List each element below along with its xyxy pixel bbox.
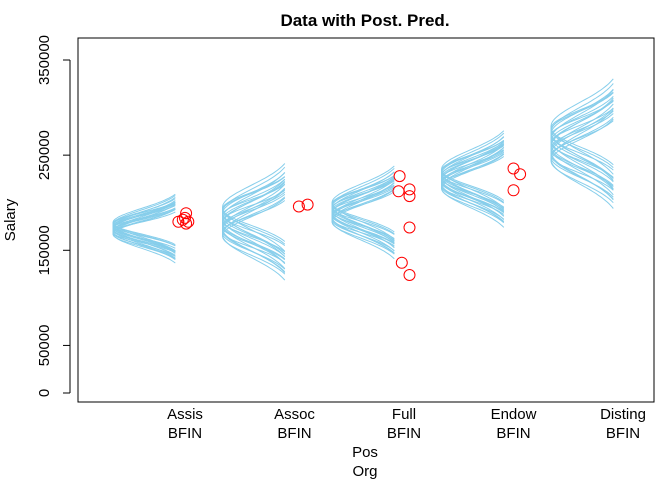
data-point: [179, 211, 191, 224]
y-tick-label: 150000: [36, 225, 53, 275]
y-tick-label: 350000: [36, 35, 53, 85]
posterior-curve: [440, 140, 505, 220]
posterior-curve: [331, 176, 395, 252]
x-tick-label: Assis: [167, 406, 203, 423]
data-point: [301, 198, 314, 211]
posterior-curve: [440, 132, 505, 213]
posterior-curve: [440, 130, 505, 209]
x-tick-label: Endow: [491, 406, 537, 423]
x-tick-label: Full: [392, 406, 416, 423]
x-tick-label-sub: BFIN: [606, 425, 640, 442]
y-axis: 0 50000 150000 250000 350000: [36, 35, 71, 397]
x-tick-label-sub: BFIN: [387, 425, 421, 442]
x-axis: Assis BFIN Assoc BFIN Full BFIN Endow BFIN Disti…: [167, 406, 646, 442]
data-point: [507, 162, 520, 175]
x-tick-label: Assoc: [274, 406, 315, 423]
data-point: [403, 190, 416, 203]
posterior-curve: [331, 165, 395, 240]
data-point: [395, 256, 408, 269]
data-point: [392, 185, 405, 198]
posterior-curve: [112, 193, 176, 252]
x-tick-label-sub: BFIN: [496, 425, 530, 442]
data-point: [514, 168, 527, 181]
x-tick-label-sub: BFIN: [168, 425, 202, 442]
chart-title: Data with Post. Pred.: [280, 11, 449, 30]
data-point: [403, 183, 416, 196]
data-point: [507, 184, 520, 197]
data-point: [176, 213, 189, 226]
plot-frame: [77, 37, 655, 403]
x-axis-label-line2: Org: [352, 463, 377, 480]
data-point: [182, 215, 195, 228]
data-point: [403, 269, 416, 281]
y-axis-label: Salary: [2, 198, 19, 241]
data-point: [180, 207, 193, 220]
data-point: [292, 200, 305, 213]
posterior-curve: [221, 163, 286, 252]
posterior-curve: [331, 168, 395, 244]
data-point: [403, 221, 416, 234]
data-point: [393, 170, 406, 183]
x-tick-label-sub: BFIN: [277, 425, 311, 442]
posterior-predictive-curves: [112, 78, 614, 281]
y-tick-label: 250000: [36, 130, 53, 180]
posterior-curve: [550, 78, 614, 175]
data-point: [180, 217, 193, 230]
y-tick-label: 50000: [36, 325, 53, 367]
y-tick-label: 0: [36, 389, 53, 397]
data-points: [172, 162, 527, 281]
x-axis-label-line1: Pos: [352, 444, 378, 461]
x-tick-label: Disting: [600, 406, 646, 423]
